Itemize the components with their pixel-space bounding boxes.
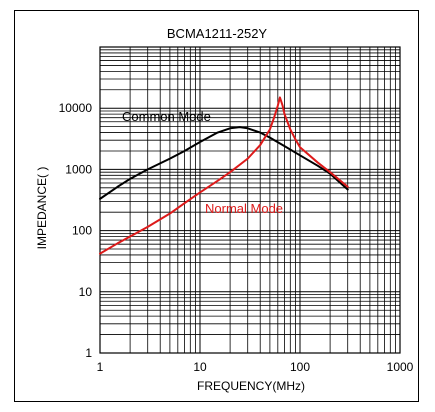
series-label-common-mode: Common Mode [122,109,211,124]
series-layer [99,96,349,255]
chart-frame [14,10,419,402]
plot-area-border [99,46,401,354]
grid-layer [99,46,401,354]
series-line-normal-mode [99,96,349,255]
y-tick-label: 1 [85,346,92,360]
series-label-normal-mode: Normal Mode [205,201,283,216]
y-tick-label: 1000 [65,162,92,176]
chart-title: BCMA1211-252Y [167,26,268,41]
y-axis-label: IMPEDANCE( ) [35,167,49,250]
x-tick-label: 1 [97,360,104,374]
x-axis-label: FREQUENCY(MHz) [197,379,305,393]
series-line-common-mode [99,126,349,200]
y-tick-label: 100 [72,224,92,238]
tick-layer: 1 10 100 1000 1 10 100 1000 10000 [59,101,414,374]
x-tick-label: 1000 [387,360,414,374]
x-tick-label: 10 [193,360,207,374]
x-tick-label: 100 [290,360,310,374]
series-label-layer: Common Mode Normal Mode [122,109,283,216]
y-tick-label: 10000 [59,101,93,115]
y-tick-label: 10 [79,285,93,299]
